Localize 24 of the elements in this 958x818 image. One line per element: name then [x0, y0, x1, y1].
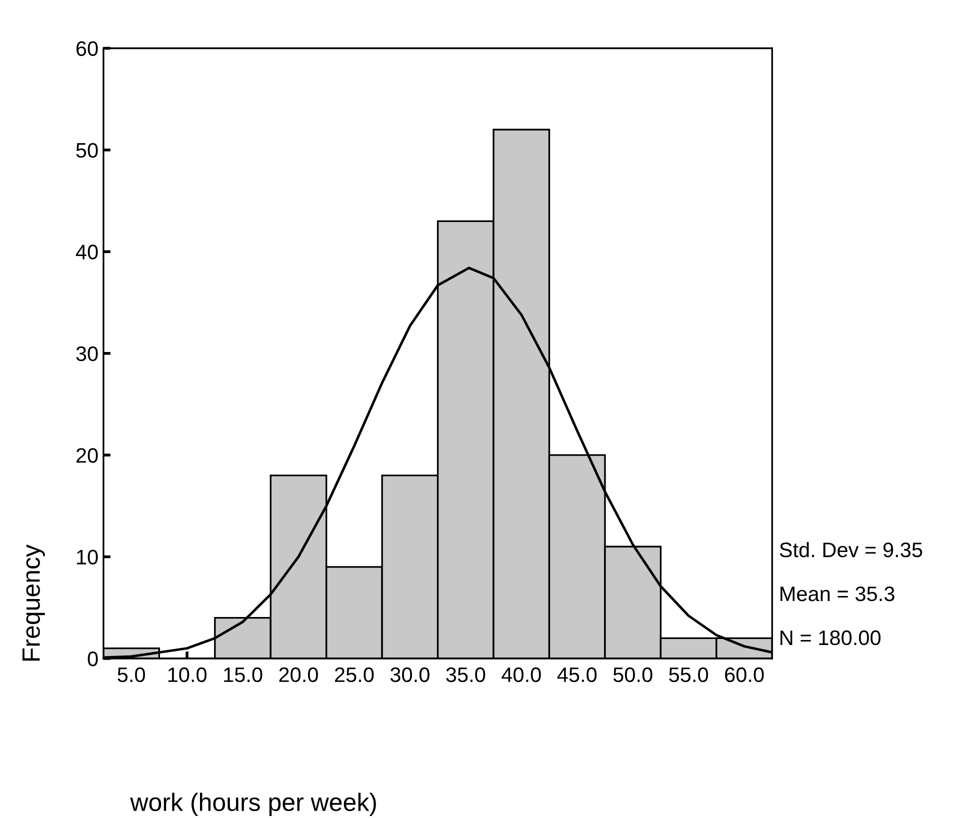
y-tick-label: 20	[76, 448, 98, 463]
y-tick-label: 40	[76, 244, 98, 260]
x-tick-label: 10.0	[168, 667, 207, 682]
text: N = 180.00	[780, 630, 881, 646]
x-tick-label: 45.0	[557, 667, 597, 682]
text: Mean = 35.3	[780, 586, 894, 602]
x-tick-label: 60.0	[725, 667, 764, 682]
y-tick-label: 60	[76, 41, 98, 56]
y-tick-label: 10	[77, 550, 98, 565]
y-tick-label: 30	[76, 346, 98, 362]
y-axis-title: Frequency	[22, 544, 45, 661]
y-tick-label: 0	[88, 651, 98, 666]
x-tick-label: 5.0	[118, 667, 145, 682]
x-tick-label: 20.0	[279, 667, 318, 682]
text: Std. Dev = 9.35	[780, 542, 922, 558]
x-tick-label: 50.0	[613, 667, 652, 682]
y-tick-label: 50	[76, 142, 98, 158]
x-tick-label: 25.0	[334, 667, 374, 682]
x-tick-label: 55.0	[669, 667, 708, 682]
x-tick-label: 15.0	[224, 667, 262, 682]
x-tick-label: 35.0	[446, 667, 486, 682]
x-tick-label: 30.0	[390, 667, 430, 682]
x-axis-title: work (hours per week)	[130, 792, 376, 816]
x-tick-label: 40.0	[502, 667, 541, 682]
